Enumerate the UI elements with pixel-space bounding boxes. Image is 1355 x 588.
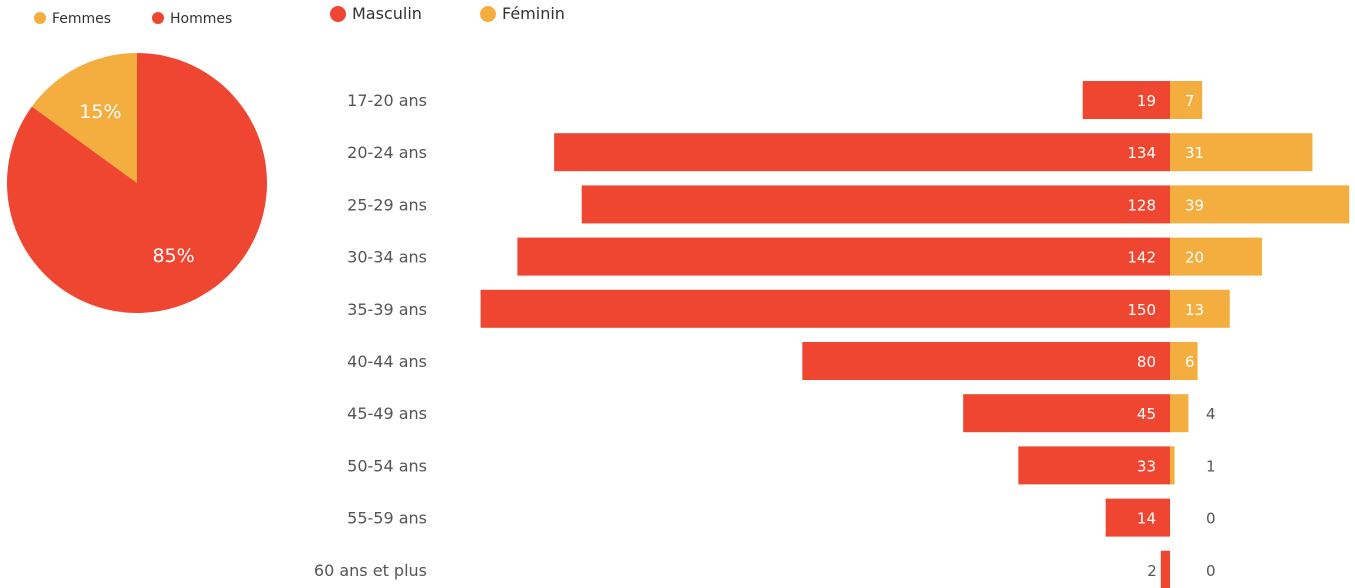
bar-masculin-20-24-ans <box>554 133 1170 172</box>
bar-feminin-25-29-ans <box>1170 185 1350 224</box>
bar-feminin-20-24-ans <box>1170 133 1313 172</box>
bar-masculin-40-44-ans <box>802 342 1170 380</box>
bar-value-feminin-30-34-ans: 20 <box>1185 249 1204 267</box>
bar-value-masculin-25-29-ans: 128 <box>1127 196 1156 214</box>
bar-value-feminin-25-29-ans: 39 <box>1185 196 1204 214</box>
bar-value-masculin-55-59-ans: 14 <box>1137 510 1156 528</box>
legend-label-femmes: Femmes <box>52 11 111 27</box>
pie-chart: 15% 85% <box>6 53 267 313</box>
bar-value-feminin-50-54-ans: 1 <box>1206 457 1216 475</box>
bar-value-feminin-45-49-ans: 4 <box>1206 405 1216 423</box>
pie-slice-femmes <box>31 53 138 183</box>
legend-label-masculin: Masculin <box>352 4 422 23</box>
pie-label-hommes: 85% <box>152 245 194 267</box>
bar-value-masculin-50-54-ans: 33 <box>1137 457 1156 475</box>
legend-marker-masculin <box>330 6 346 22</box>
legend-label-feminin: Féminin <box>502 4 565 23</box>
category-label-55-59-ans: 55-59 ans <box>347 509 427 528</box>
pie-label-femmes: 15% <box>79 101 121 123</box>
bar-value-masculin-40-44-ans: 80 <box>1137 353 1156 371</box>
category-label-45-49-ans: 45-49 ans <box>347 404 427 423</box>
bar-feminin-30-34-ans <box>1170 237 1262 276</box>
bar-value-feminin-17-20-ans: 7 <box>1185 92 1195 110</box>
legend-marker-feminin <box>480 6 496 22</box>
bar-feminin-50-54-ans <box>1170 446 1175 485</box>
bar-value-masculin-60-ans-et-plus: 2 <box>1147 562 1157 580</box>
bar-legend: Masculin Féminin <box>330 4 565 23</box>
legend-marker-hommes <box>152 12 164 24</box>
category-label-25-29-ans: 25-29 ans <box>347 195 427 214</box>
bar-masculin-45-49-ans <box>963 394 1170 433</box>
category-label-35-39-ans: 35-39 ans <box>347 300 427 319</box>
bar-value-masculin-30-34-ans: 142 <box>1127 249 1156 267</box>
bar-feminin-17-20-ans <box>1170 81 1203 119</box>
pie-slice-hommes <box>6 53 267 313</box>
bar-value-feminin-40-44-ans: 6 <box>1185 353 1195 371</box>
category-label-20-24-ans: 20-24 ans <box>347 143 427 162</box>
pie-legend: Femmes Hommes <box>34 11 232 27</box>
bar-masculin-60-ans-et-plus <box>1160 550 1170 588</box>
bar-masculin-30-34-ans <box>517 237 1170 276</box>
bar-feminin-40-44-ans <box>1170 342 1198 380</box>
bar-value-masculin-35-39-ans: 150 <box>1127 301 1156 319</box>
bar-feminin-35-39-ans <box>1170 289 1230 328</box>
bar-masculin-17-20-ans <box>1082 81 1170 119</box>
bar-masculin-25-29-ans <box>581 185 1170 224</box>
bar-value-masculin-20-24-ans: 134 <box>1127 144 1156 162</box>
bar-masculin-35-39-ans <box>480 289 1171 328</box>
bar-feminin-45-49-ans <box>1170 394 1189 433</box>
category-label-40-44-ans: 40-44 ans <box>347 352 427 371</box>
legend-label-hommes: Hommes <box>170 11 232 27</box>
bar-value-feminin-60-ans-et-plus: 0 <box>1206 562 1216 580</box>
bar-value-feminin-55-59-ans: 0 <box>1206 510 1216 528</box>
bar-masculin-50-54-ans <box>1018 446 1170 485</box>
bar-value-feminin-20-24-ans: 31 <box>1185 144 1204 162</box>
bar-value-feminin-35-39-ans: 13 <box>1185 301 1204 319</box>
category-label-30-34-ans: 30-34 ans <box>347 248 427 267</box>
bar-value-masculin-17-20-ans: 19 <box>1137 92 1156 110</box>
category-label-60-ans-et-plus: 60 ans et plus <box>314 561 427 580</box>
category-label-17-20-ans: 17-20 ans <box>347 91 427 110</box>
legend-marker-femmes <box>34 12 46 24</box>
category-label-50-54-ans: 50-54 ans <box>347 456 427 475</box>
bar-value-masculin-45-49-ans: 45 <box>1137 405 1156 423</box>
bar-masculin-55-59-ans <box>1105 498 1170 537</box>
